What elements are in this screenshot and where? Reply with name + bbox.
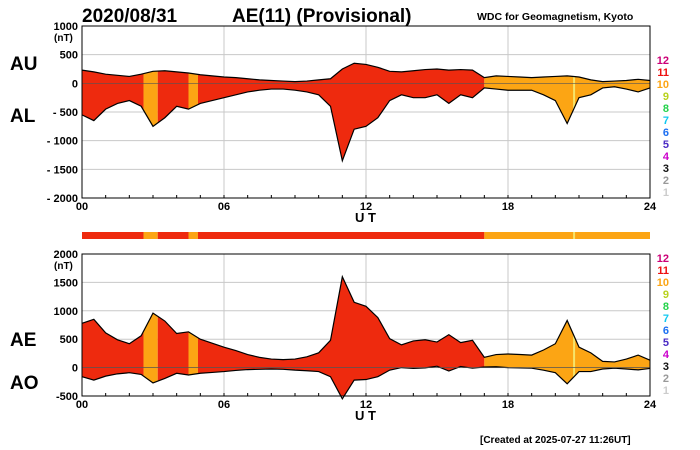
legend-level-10: 10 xyxy=(657,79,669,91)
legend-level-2: 2 xyxy=(663,175,669,187)
y-tick-label: - 500 xyxy=(53,107,78,119)
x-tick-label: 06 xyxy=(218,201,230,213)
legend-level-9: 9 xyxy=(663,91,669,103)
x-tick-label: 06 xyxy=(218,399,230,411)
station-bar-segment xyxy=(157,232,189,239)
x-tick-label: 00 xyxy=(76,201,88,213)
station-count-bar xyxy=(82,232,650,239)
station-segment-fill xyxy=(197,276,485,396)
legend-level-5: 5 xyxy=(663,139,669,151)
station-segment-fill xyxy=(143,63,158,161)
station-segment-fill xyxy=(143,276,158,396)
y-tick-label: 1000 xyxy=(54,306,78,318)
plot-frame xyxy=(81,25,651,199)
y-tick-label: -500 xyxy=(56,391,78,403)
station-bar-segment xyxy=(82,232,144,239)
legend-level-8: 8 xyxy=(663,103,669,115)
legend-level-2: 2 xyxy=(663,373,669,385)
lower-series-line xyxy=(81,365,651,401)
legend-level-10: 10 xyxy=(657,277,669,289)
x-tick-label: 12 xyxy=(360,201,372,213)
al-label: AL xyxy=(10,106,36,127)
x-tick-label: 24 xyxy=(644,201,657,213)
legend-level-3: 3 xyxy=(663,361,669,373)
upper-series-line xyxy=(81,62,651,83)
bottom-x-axis-label: U T xyxy=(355,408,376,423)
x-tick-label: 00 xyxy=(76,399,88,411)
y-tick-label: - 1500 xyxy=(47,164,78,176)
y-tick-label: 2000 xyxy=(54,249,78,261)
y-tick-label: 1500 xyxy=(54,277,78,289)
legend-level-1: 1 xyxy=(663,187,669,199)
plot-frame xyxy=(81,253,651,397)
x-tick-label: 24 xyxy=(644,399,657,411)
y-tick-label: - 2000 xyxy=(47,193,78,205)
legend-level-9: 9 xyxy=(663,289,669,301)
legend-level-6: 6 xyxy=(663,127,669,139)
station-bar-segment xyxy=(484,232,650,239)
ae-label: AE xyxy=(10,330,36,351)
legend-level-7: 7 xyxy=(663,313,669,325)
legend-level-12: 12 xyxy=(657,55,669,67)
legend-level-3: 3 xyxy=(663,163,669,175)
station-bar-stripe xyxy=(573,232,576,239)
legend-level-12: 12 xyxy=(657,253,669,265)
legend-level-8: 8 xyxy=(663,301,669,313)
legend-level-1: 1 xyxy=(663,385,669,397)
station-bar-segment xyxy=(143,232,158,239)
legend-level-5: 5 xyxy=(663,337,669,349)
legend-level-11: 11 xyxy=(657,67,669,79)
x-tick-label: 18 xyxy=(502,201,514,213)
source-label: WDC for Geomagnetism, Kyoto xyxy=(477,11,633,23)
ao-label: AO xyxy=(10,373,39,394)
y-tick-label: 1000 xyxy=(54,21,78,33)
bottom-unit-label: (nT) xyxy=(54,261,73,272)
index-title: AE(11) (Provisional) xyxy=(232,6,412,27)
station-bar-segment xyxy=(188,232,198,239)
y-tick-label: - 1000 xyxy=(47,136,78,148)
lower-series-line xyxy=(81,86,651,163)
y-tick-label: 0 xyxy=(72,363,78,375)
y-tick-label: 0 xyxy=(72,78,78,90)
top-unit-label: (nT) xyxy=(54,33,73,44)
y-tick-label: 500 xyxy=(60,50,78,62)
x-tick-label: 12 xyxy=(360,399,372,411)
legend-level-4: 4 xyxy=(663,349,670,361)
legend-level-11: 11 xyxy=(657,265,669,277)
top-x-axis-label: U T xyxy=(355,210,376,225)
created-timestamp: [Created at 2025-07-27 11:26UT] xyxy=(480,435,631,446)
legend-level-6: 6 xyxy=(663,325,669,337)
station-dip-stripe xyxy=(573,276,576,396)
date-title: 2020/08/31 xyxy=(82,6,178,27)
au-label: AU xyxy=(10,54,37,75)
legend-level-7: 7 xyxy=(663,115,669,127)
x-tick-label: 18 xyxy=(502,399,514,411)
station-segment-fill xyxy=(188,276,198,396)
station-segment-fill xyxy=(484,276,650,396)
y-tick-label: 500 xyxy=(60,334,78,346)
legend-level-4: 4 xyxy=(663,151,670,163)
station-bar-segment xyxy=(197,232,485,239)
upper-series-line xyxy=(81,274,651,363)
